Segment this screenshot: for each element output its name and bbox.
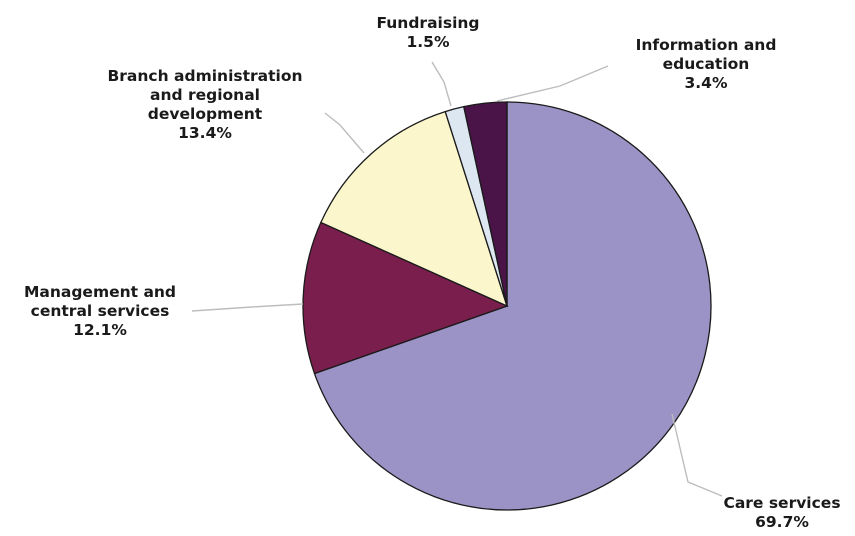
slice-name-label: Information and — [636, 36, 777, 54]
slice-label: Information and education 3.4% — [636, 36, 777, 92]
slice-name-label: Branch administration — [107, 67, 302, 85]
slice-value-label: 12.1% — [73, 321, 127, 339]
leader-line — [496, 65, 609, 102]
slice-name-label: Management and — [24, 283, 176, 301]
slice-value-label: 1.5% — [407, 33, 450, 51]
slice-value-label: 69.7% — [755, 513, 809, 531]
slice-name-label: central services — [31, 302, 170, 320]
pie-slice — [313, 101, 712, 511]
slice-label: Care services 69.7% — [723, 494, 840, 531]
slice-value-label: 3.4% — [685, 74, 728, 92]
leader-line — [191, 303, 304, 312]
slice-labels: Care services 69.7% Management and central … — [24, 14, 841, 531]
slice-value-label: 13.4% — [178, 124, 232, 142]
slice-label: Branch administration and regional develop… — [107, 67, 302, 142]
leader-line — [324, 112, 365, 154]
slice-name-label: Care services — [723, 494, 840, 512]
pie-slices — [302, 101, 712, 511]
slice-name-label: Fundraising — [376, 14, 479, 32]
slice-label: Management and central services 12.1% — [24, 283, 176, 339]
slice-name-label: development — [148, 105, 263, 123]
leader-line — [671, 413, 723, 497]
leader-lines — [191, 61, 723, 497]
pie-slice — [463, 101, 508, 307]
slice-label: Fundraising 1.5% — [376, 14, 479, 51]
slice-name-label: and regional — [150, 86, 260, 104]
pie-slice — [302, 221, 509, 375]
slice-name-label: education — [663, 55, 750, 73]
leader-line — [431, 61, 452, 107]
